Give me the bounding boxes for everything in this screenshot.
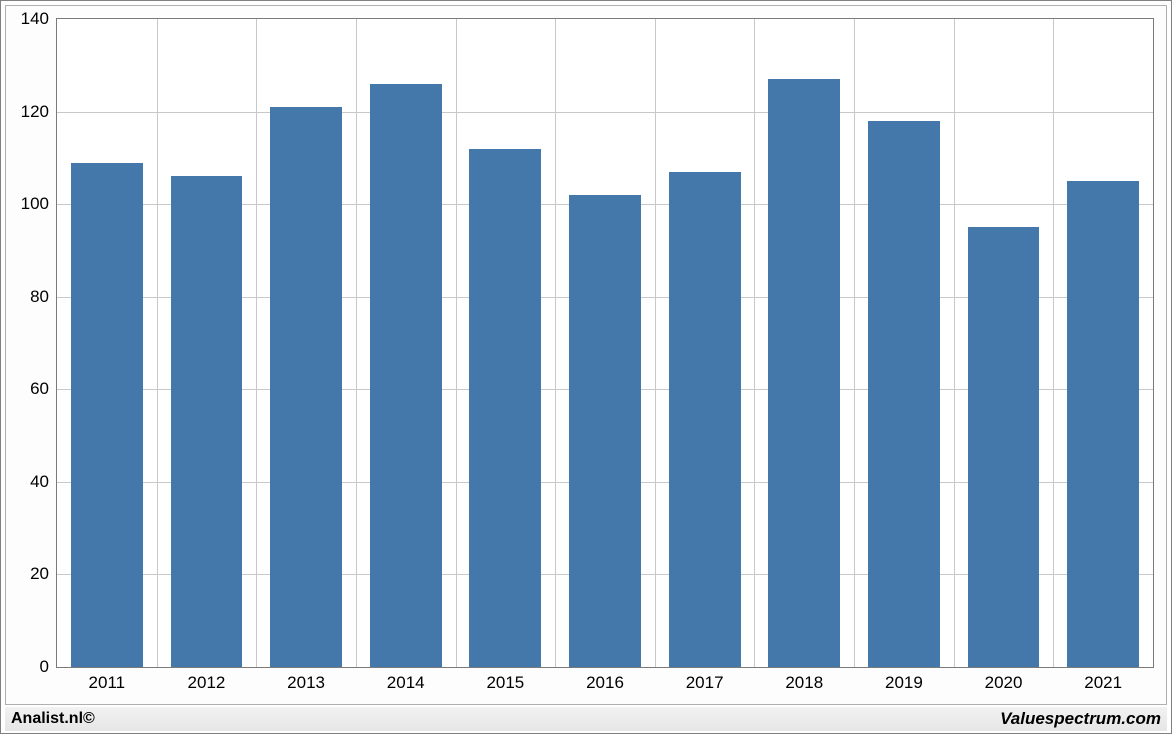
bar xyxy=(171,176,243,667)
bar xyxy=(1067,181,1139,667)
y-tick-label: 140 xyxy=(21,9,49,29)
x-tick-label: 2017 xyxy=(686,673,724,693)
chart-panel: 0 20 40 60 80 100 120 140 2011 2012 2013 2014 2015 20… xyxy=(5,5,1167,705)
gridline-h xyxy=(57,112,1153,113)
x-tick-label: 2014 xyxy=(387,673,425,693)
footer-left-text: Analist.nl© xyxy=(11,710,95,728)
x-tick-label: 2019 xyxy=(885,673,923,693)
x-tick-label: 2021 xyxy=(1084,673,1122,693)
bar xyxy=(270,107,342,667)
x-tick-label: 2016 xyxy=(586,673,624,693)
gridline-v xyxy=(157,19,158,667)
gridline-v xyxy=(555,19,556,667)
gridline-v xyxy=(356,19,357,667)
y-tick-label: 80 xyxy=(30,287,49,307)
gridline-v xyxy=(754,19,755,667)
bar xyxy=(868,121,940,667)
y-tick-label: 40 xyxy=(30,472,49,492)
bar xyxy=(569,195,641,667)
x-tick-label: 2020 xyxy=(985,673,1023,693)
x-tick-label: 2013 xyxy=(287,673,325,693)
y-tick-label: 0 xyxy=(40,657,49,677)
y-tick-label: 120 xyxy=(21,102,49,122)
x-tick-label: 2018 xyxy=(785,673,823,693)
x-tick-label: 2015 xyxy=(486,673,524,693)
x-tick-label: 2011 xyxy=(89,673,126,693)
gridline-v xyxy=(456,19,457,667)
bar xyxy=(370,84,442,667)
y-tick-label: 60 xyxy=(30,379,49,399)
plot-area: 0204060801001201402011201220132014201520… xyxy=(56,18,1154,668)
gridline-v xyxy=(655,19,656,667)
bar xyxy=(71,163,143,668)
bar xyxy=(669,172,741,667)
gridline-v xyxy=(954,19,955,667)
gridline-v xyxy=(256,19,257,667)
gridline-v xyxy=(854,19,855,667)
gridline-v xyxy=(1053,19,1054,667)
footer-right-text: Valuespectrum.com xyxy=(1000,709,1161,729)
y-tick-label: 100 xyxy=(21,194,49,214)
bar xyxy=(768,79,840,667)
bar xyxy=(968,227,1040,667)
bar xyxy=(469,149,541,667)
y-tick-label: 20 xyxy=(30,564,49,584)
footer-bar: Analist.nl© Valuespectrum.com xyxy=(5,707,1167,731)
x-tick-label: 2012 xyxy=(188,673,226,693)
chart-frame: 0 20 40 60 80 100 120 140 2011 2012 2013 2014 2015 20… xyxy=(0,0,1172,734)
